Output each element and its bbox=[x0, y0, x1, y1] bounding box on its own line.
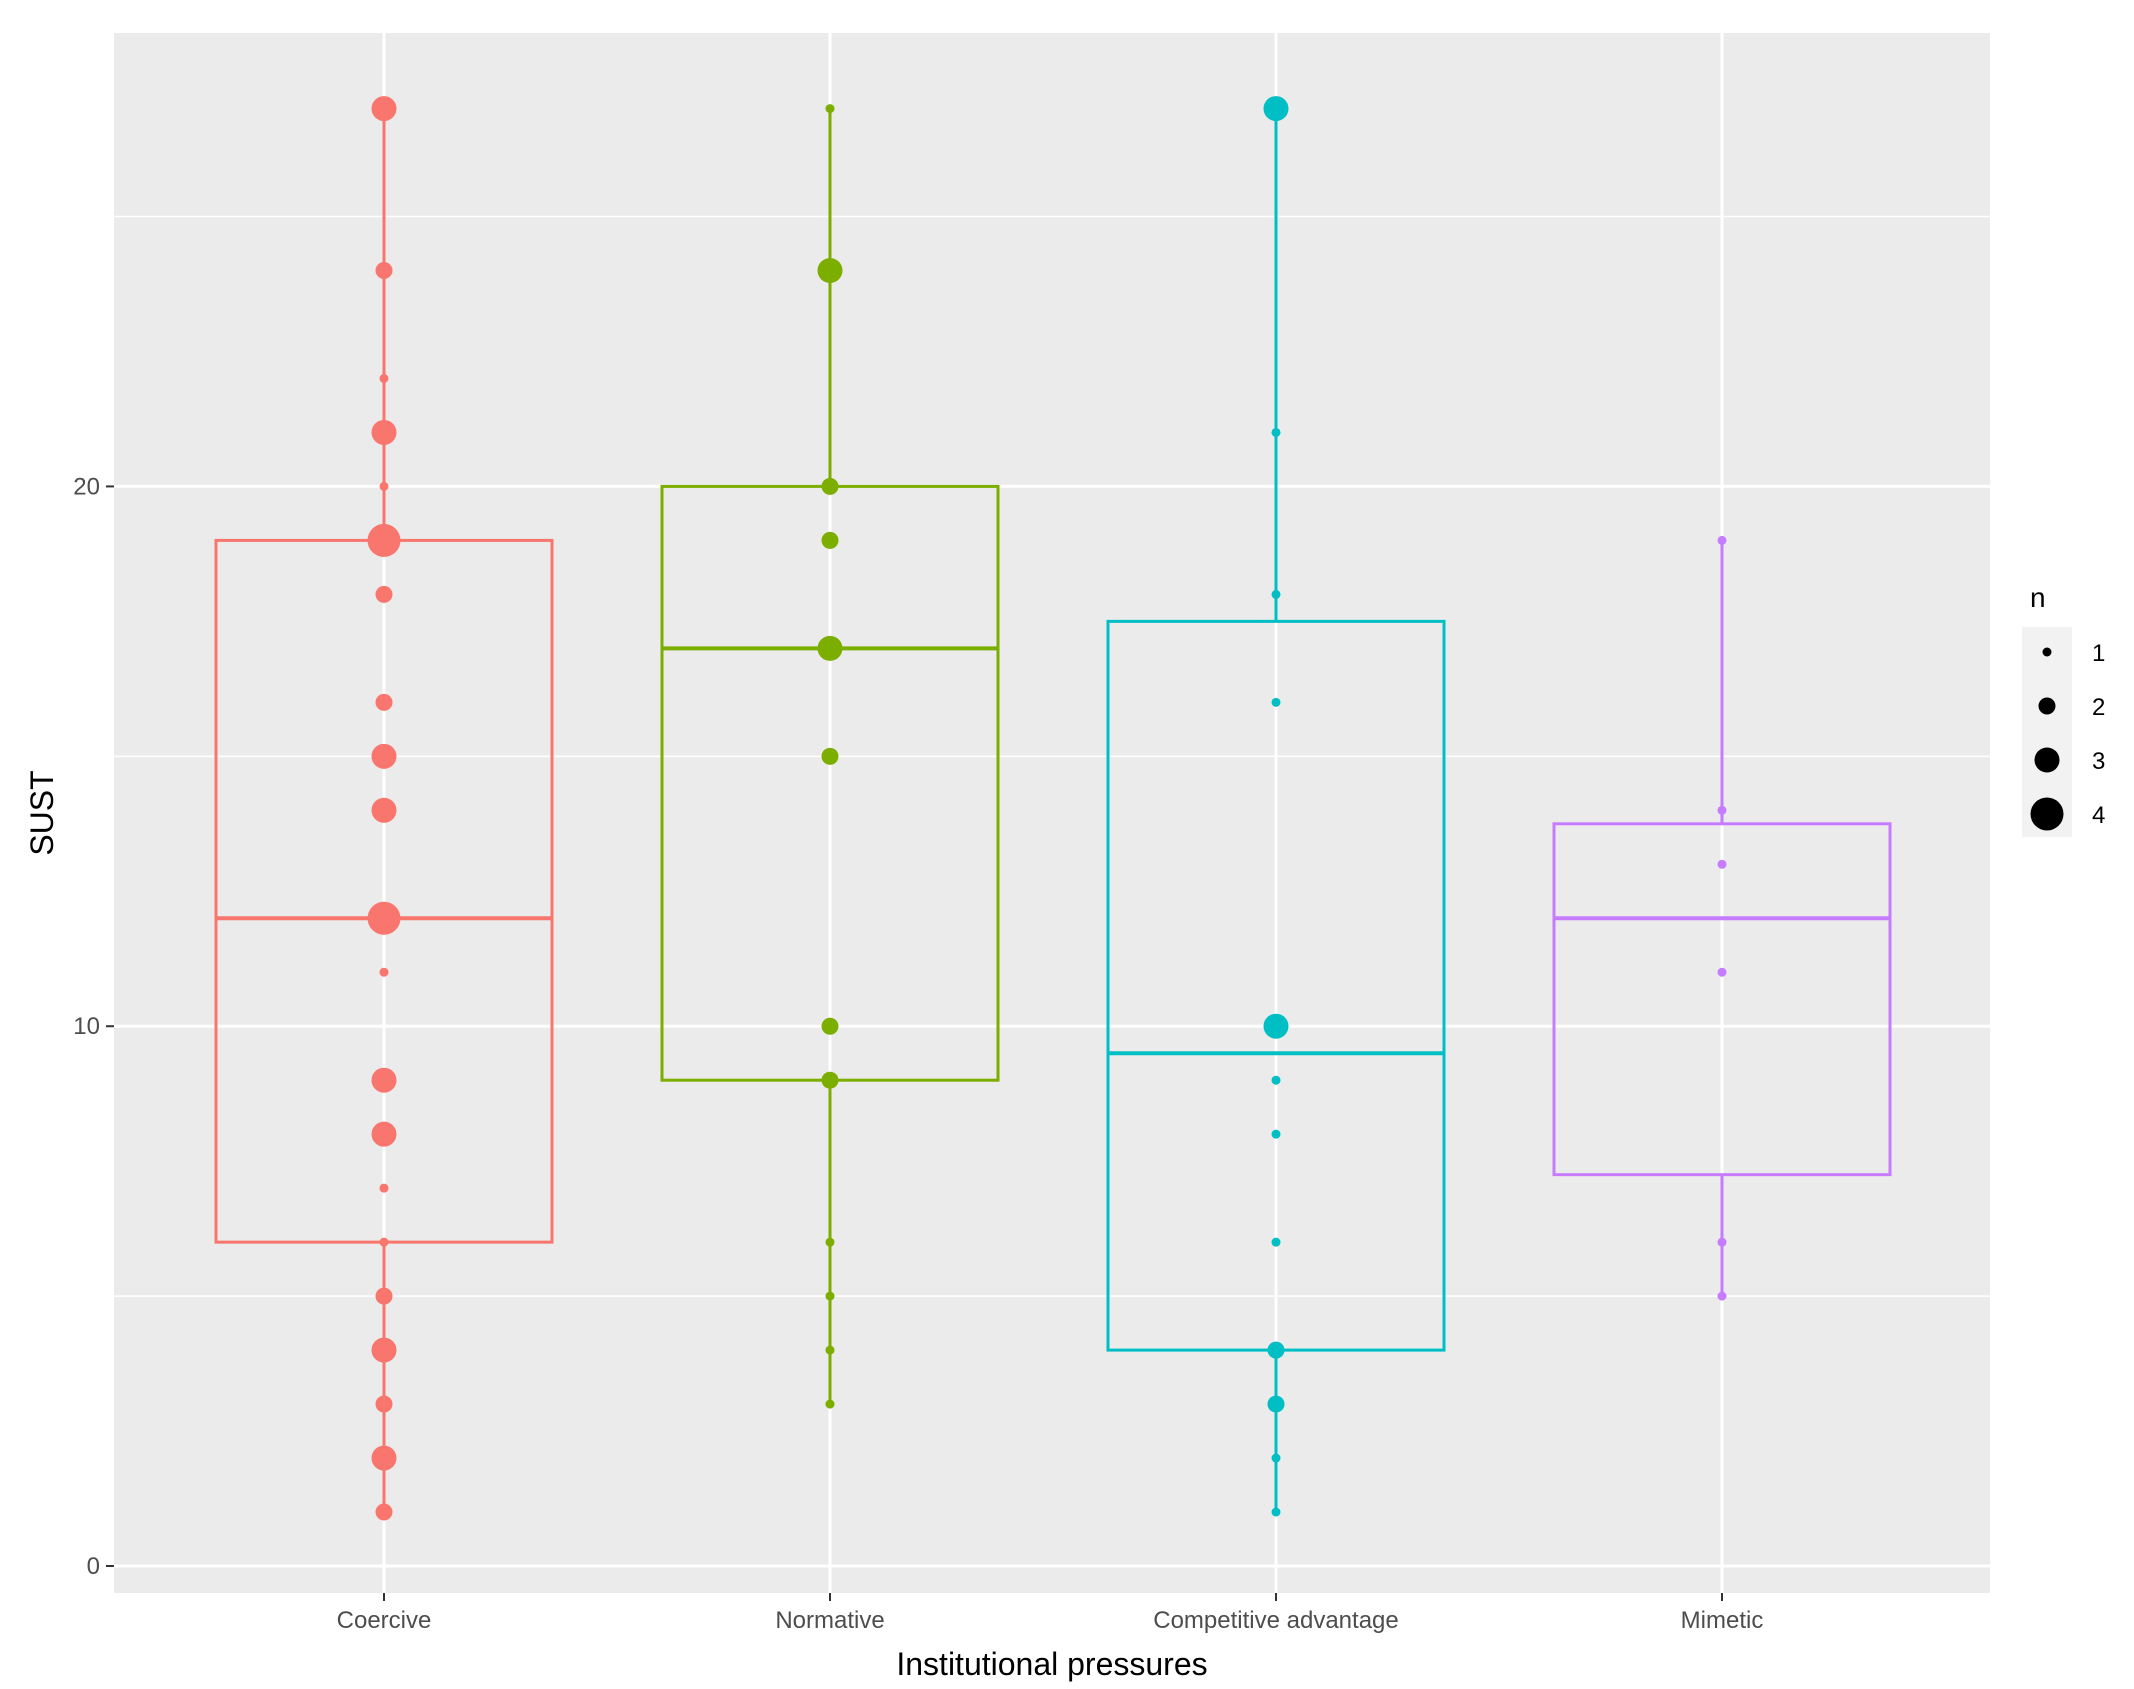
point-competitive-advantage bbox=[1271, 1237, 1281, 1247]
point-coercive bbox=[375, 1395, 393, 1413]
legend-label: 1 bbox=[2092, 640, 2105, 667]
axes: 0 10 20 Coercive Normative Competitive advant… bbox=[73, 473, 1763, 1634]
point-normative bbox=[821, 531, 839, 549]
point-competitive-advantage bbox=[1271, 697, 1281, 707]
point-mimetic bbox=[1717, 859, 1727, 869]
point-competitive-advantage bbox=[1271, 1507, 1281, 1517]
legend-key-size-3 bbox=[2034, 747, 2060, 773]
x-tick-label: Competitive advantage bbox=[1153, 1607, 1398, 1634]
point-competitive-advantage bbox=[1267, 1395, 1285, 1413]
point-coercive bbox=[371, 1067, 397, 1093]
point-coercive bbox=[375, 585, 393, 603]
point-coercive bbox=[371, 797, 397, 823]
point-mimetic bbox=[1717, 1237, 1727, 1247]
point-normative bbox=[825, 1399, 835, 1409]
box-body bbox=[1552, 822, 1892, 1177]
point-normative bbox=[825, 104, 835, 114]
point-coercive bbox=[371, 419, 397, 445]
point-coercive bbox=[371, 1121, 397, 1147]
point-coercive bbox=[379, 1183, 389, 1193]
x-tick-label: Coercive bbox=[337, 1607, 432, 1634]
point-normative bbox=[825, 1345, 835, 1355]
point-normative bbox=[821, 1017, 839, 1035]
point-coercive bbox=[379, 1237, 389, 1247]
x-axis-title: Institutional pressures bbox=[896, 1646, 1207, 1682]
point-coercive bbox=[371, 96, 397, 122]
point-mimetic bbox=[1717, 967, 1727, 977]
legend-key-size-4 bbox=[2030, 797, 2064, 831]
point-normative bbox=[825, 1291, 835, 1301]
legend-key-size-1 bbox=[2042, 647, 2052, 657]
point-normative bbox=[821, 1071, 839, 1089]
point-coercive bbox=[375, 1287, 393, 1305]
legend-key-size-2 bbox=[2038, 697, 2056, 715]
point-competitive-advantage bbox=[1271, 1075, 1281, 1085]
point-competitive-advantage bbox=[1263, 96, 1289, 122]
box-mimetic bbox=[1552, 540, 1892, 1297]
point-competitive-advantage bbox=[1271, 427, 1281, 437]
point-competitive-advantage bbox=[1267, 1341, 1285, 1359]
y-tick-label: 20 bbox=[73, 473, 100, 500]
legend-label: 3 bbox=[2092, 748, 2105, 775]
point-coercive bbox=[379, 967, 389, 977]
point-coercive bbox=[371, 1445, 397, 1471]
plot-panel bbox=[114, 33, 1990, 1593]
point-coercive bbox=[367, 523, 401, 557]
x-tick-label: Mimetic bbox=[1681, 1607, 1764, 1634]
legend-label: 2 bbox=[2092, 694, 2105, 721]
point-coercive bbox=[379, 373, 389, 383]
point-mimetic bbox=[1717, 805, 1727, 815]
point-normative bbox=[817, 258, 843, 284]
point-coercive bbox=[371, 1337, 397, 1363]
legend-title: n bbox=[2030, 582, 2046, 613]
point-competitive-advantage bbox=[1271, 589, 1281, 599]
point-competitive-advantage bbox=[1263, 1013, 1289, 1039]
point-normative bbox=[817, 635, 843, 661]
y-axis-title: SUST bbox=[24, 770, 60, 855]
point-layer bbox=[367, 96, 1727, 1521]
point-coercive bbox=[375, 262, 393, 280]
size-legend: n 1 2 3 4 bbox=[2022, 582, 2105, 837]
point-normative bbox=[821, 747, 839, 765]
point-coercive bbox=[371, 743, 397, 769]
point-coercive bbox=[367, 901, 401, 935]
point-coercive bbox=[375, 693, 393, 711]
point-normative bbox=[821, 477, 839, 495]
point-competitive-advantage bbox=[1271, 1453, 1281, 1463]
point-mimetic bbox=[1717, 535, 1727, 545]
legend-label: 4 bbox=[2092, 802, 2105, 829]
point-normative bbox=[825, 1237, 835, 1247]
point-mimetic bbox=[1717, 1291, 1727, 1301]
x-tick-label: Normative bbox=[775, 1607, 884, 1634]
point-competitive-advantage bbox=[1271, 1129, 1281, 1139]
y-tick-label: 10 bbox=[73, 1013, 100, 1040]
point-coercive bbox=[379, 481, 389, 491]
y-tick-label: 0 bbox=[87, 1553, 100, 1580]
point-coercive bbox=[375, 1503, 393, 1521]
